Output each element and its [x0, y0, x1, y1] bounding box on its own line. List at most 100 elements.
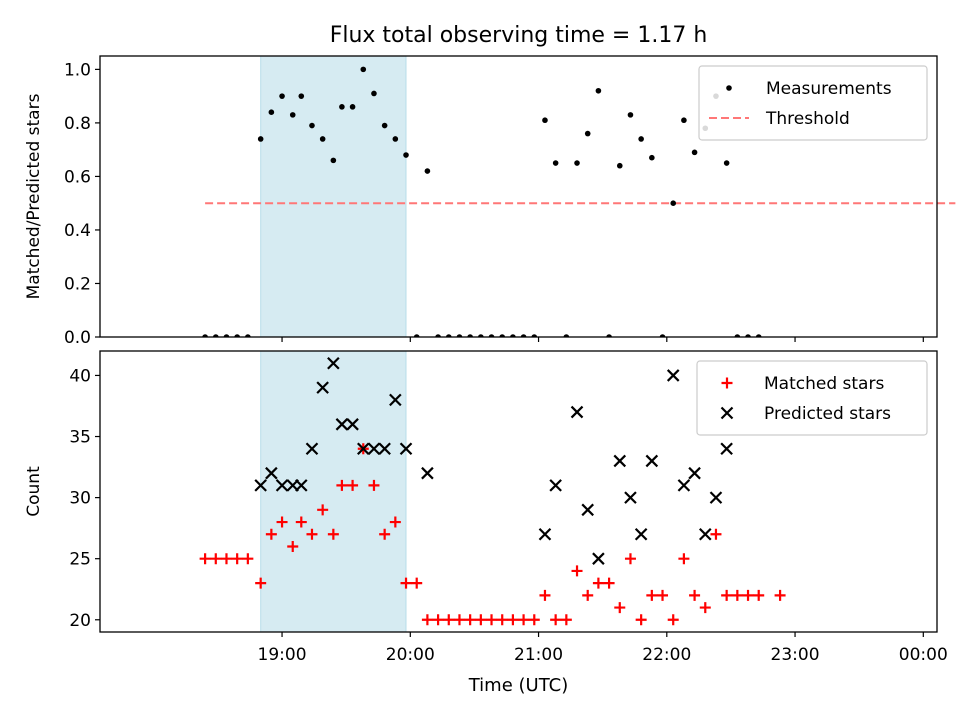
y-tick-label: 40	[69, 366, 91, 386]
data-point	[510, 334, 516, 337]
data-point	[518, 614, 530, 626]
data-point	[657, 589, 669, 601]
data-point	[255, 577, 267, 589]
legend-label: Threshold	[765, 109, 850, 129]
data-point	[531, 334, 538, 337]
data-point	[346, 418, 359, 431]
data-point	[646, 589, 658, 601]
legend-box	[696, 360, 928, 436]
data-point	[371, 90, 377, 97]
legend: Measurements Threshold	[698, 65, 928, 141]
data-point	[606, 334, 612, 337]
data-point	[624, 553, 636, 565]
data-point	[475, 614, 487, 626]
data-point	[584, 130, 591, 137]
y-tick-label: 0.2	[64, 274, 91, 294]
data-point	[316, 381, 329, 394]
data-point	[464, 614, 476, 626]
data-point	[582, 589, 594, 601]
data-point	[734, 334, 741, 337]
data-point	[435, 334, 441, 337]
series-measurements	[202, 66, 959, 340]
y-tick-label: 25	[69, 550, 91, 570]
data-point	[753, 589, 765, 601]
data-point	[453, 614, 465, 626]
data-point	[287, 540, 299, 552]
x-tick-label: 20:00	[386, 645, 435, 665]
data-point	[953, 334, 959, 340]
data-point	[496, 614, 508, 626]
legend-label: Predicted stars	[764, 404, 891, 424]
data-point	[389, 393, 402, 407]
data-point	[381, 122, 388, 129]
data-point	[319, 136, 326, 142]
data-point	[309, 122, 315, 129]
data-point	[659, 334, 666, 337]
data-point	[212, 334, 219, 337]
series-predicted-stars	[254, 356, 733, 565]
data-point	[616, 162, 623, 169]
data-point	[399, 442, 413, 456]
data-point	[755, 334, 762, 337]
data-point	[411, 577, 423, 589]
data-point	[378, 442, 391, 456]
data-point	[563, 334, 570, 337]
series-matched-stars	[199, 443, 786, 626]
y-tick-label: 0.0	[64, 328, 91, 348]
data-point	[689, 589, 701, 601]
x-axis-label: Time (UTC)	[468, 675, 569, 696]
data-point	[638, 136, 644, 142]
data-point	[432, 614, 444, 626]
data-point	[400, 577, 412, 589]
data-point	[245, 334, 251, 337]
data-point	[295, 516, 307, 528]
data-point	[234, 334, 240, 337]
data-point	[570, 405, 584, 419]
y-tick-label: 0.6	[64, 167, 91, 187]
data-point	[289, 112, 296, 118]
data-point	[330, 157, 337, 164]
data-point	[698, 527, 712, 541]
data-point	[257, 136, 264, 142]
data-point	[349, 104, 356, 110]
data-point	[745, 334, 751, 337]
axes-frame	[99, 55, 938, 338]
data-point	[295, 479, 308, 492]
data-point	[389, 516, 401, 528]
data-point	[667, 614, 679, 626]
axes-frame	[99, 350, 938, 633]
data-point	[347, 479, 359, 491]
data-point	[688, 466, 701, 480]
ratio-panel: 0.0 0.2 0.4 0.6 0.8 1.0 Matched/Predicted star…	[24, 55, 959, 348]
data-point	[223, 334, 230, 337]
data-point	[774, 589, 786, 601]
data-point	[367, 442, 381, 456]
data-point	[456, 334, 463, 337]
data-point	[467, 334, 473, 337]
data-point	[670, 200, 677, 206]
data-point	[571, 565, 583, 577]
y-axis-label: Matched/Predicted stars	[24, 93, 44, 299]
data-point	[649, 154, 655, 161]
data-point	[413, 334, 420, 337]
data-point	[603, 577, 615, 589]
data-point	[592, 577, 604, 589]
y-tick-label: 20	[69, 611, 91, 631]
data-point	[634, 527, 648, 541]
data-point	[645, 454, 659, 468]
legend: Matched stars Predicted stars	[696, 360, 928, 436]
data-point	[242, 553, 254, 565]
data-point	[335, 418, 349, 431]
data-point	[731, 589, 743, 601]
data-point	[268, 109, 275, 115]
data-point	[392, 136, 399, 142]
data-point	[677, 479, 691, 492]
data-point	[421, 466, 434, 480]
data-point	[723, 160, 730, 166]
count-panel: 20 25 30 35 40 19:00 20:00 21:00 22:00 23:00 00:00…	[24, 350, 948, 665]
data-point	[317, 504, 329, 516]
data-point	[720, 442, 733, 456]
data-point	[339, 104, 345, 110]
observing-window-span	[260, 55, 407, 338]
